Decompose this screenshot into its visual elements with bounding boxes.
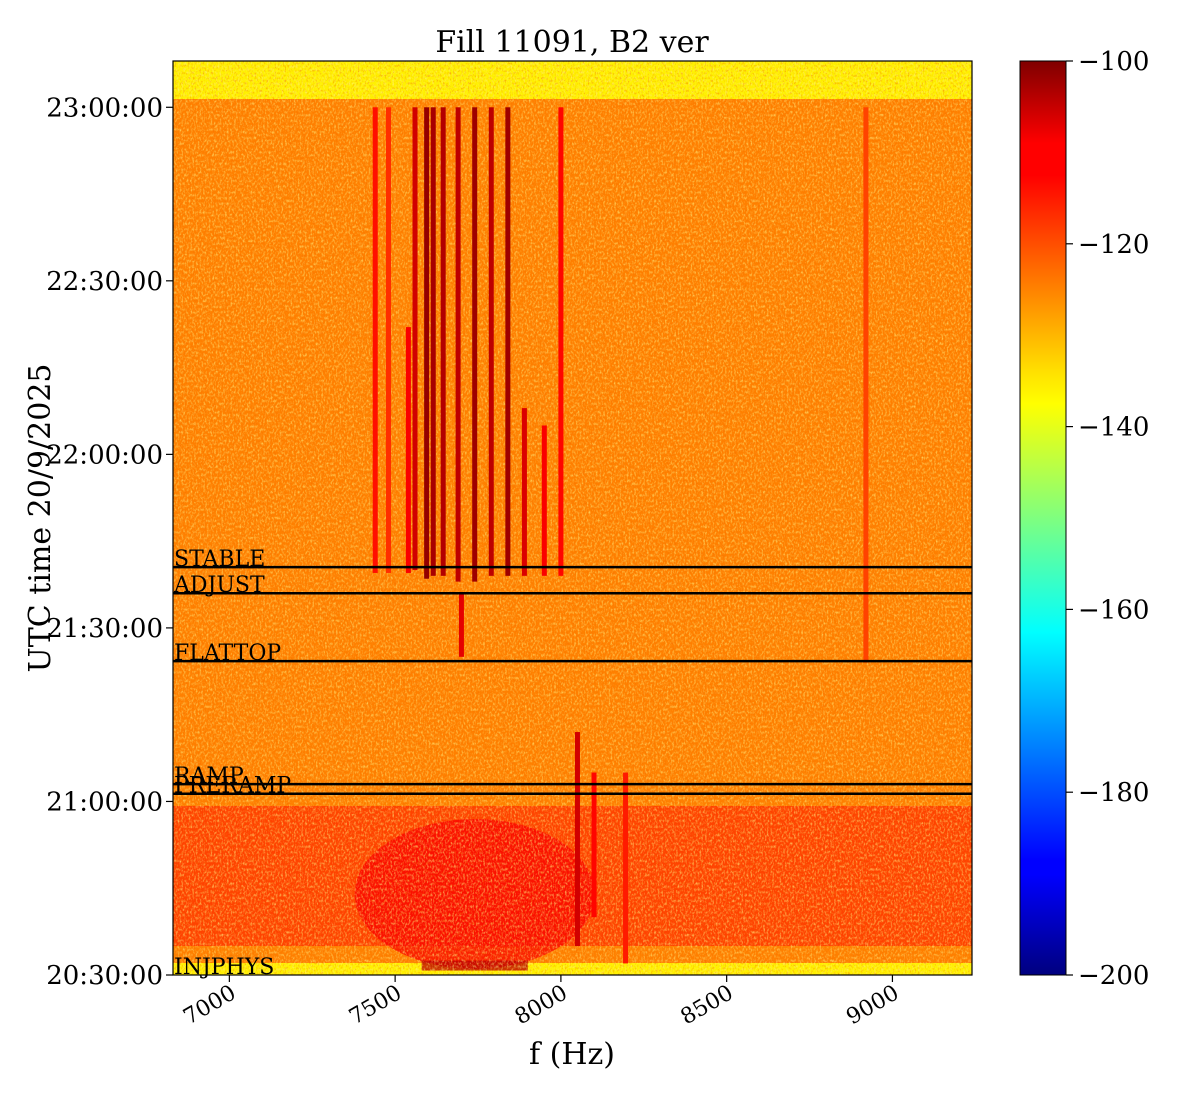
x-tick-label-0: 7000 (179, 981, 240, 1031)
spectral-lines (372, 107, 869, 964)
spectral-line-12 (521, 408, 527, 576)
spectral-line-0 (372, 107, 378, 573)
plot-frame (172, 60, 973, 976)
colorbar-tick-label-1: −120 (1078, 230, 1149, 260)
colorbar-tick-label-4: −180 (1078, 778, 1149, 808)
colorbar-tick-label-5: −200 (1078, 961, 1149, 991)
colorbar (1019, 60, 1067, 976)
colorbar-tick-label-0: −100 (1078, 47, 1149, 77)
colorbar-tick-label-2: −140 (1078, 413, 1149, 443)
x-axis: 7000 7500 8000 8500 9000 (179, 975, 903, 1030)
spectral-line-17 (623, 772, 629, 964)
plot-area (173, 61, 972, 975)
colorbar-tick-label-3: −160 (1078, 595, 1149, 625)
spectral-line-9 (472, 107, 478, 582)
y-tick-label-1: 21:00:00 (46, 787, 163, 817)
marker-label-stable: STABLE (174, 547, 265, 572)
y-tick-label-3: 22:00:00 (46, 440, 163, 470)
spectral-line-11 (505, 107, 511, 576)
chart-title: Fill 11091, B2 ver (435, 25, 709, 60)
marker-label-flattop: FLATTOP (174, 641, 281, 666)
y-tick-label-0: 20:30:00 (46, 961, 163, 991)
spectral-line-7 (455, 107, 461, 582)
spectral-line-14 (558, 107, 564, 576)
spectral-line-6 (440, 107, 446, 576)
x-axis-label: f (Hz) (529, 1037, 615, 1072)
spectral-line-10 (488, 107, 494, 576)
x-tick-label-4: 9000 (842, 981, 903, 1031)
marker-label-adjust: ADJUST (173, 573, 265, 598)
spectral-line-18 (863, 107, 869, 663)
spectral-line-4 (424, 107, 430, 579)
spectral-line-13 (541, 425, 547, 576)
marker-label-preramp: PRERAMP (174, 774, 291, 799)
y-tick-label-4: 22:30:00 (46, 267, 163, 297)
x-tick-label-1: 7500 (345, 981, 406, 1031)
y-axis: 20:30:00 21:00:00 21:30:00 22:00:00 22:30:00… (46, 93, 173, 991)
x-tick-label-2: 8000 (511, 981, 572, 1031)
spectral-line-3 (412, 107, 418, 571)
colorbar-ticks: −100 −120 −140 −160 −180 −200 (1066, 47, 1149, 991)
spectral-line-16 (591, 772, 597, 918)
marker-label-ramp: RAMP (174, 764, 244, 789)
y-tick-label-5: 23:00:00 (46, 93, 163, 123)
heatmap-speckle-red (173, 61, 972, 975)
y-axis-label: UTC time 20/9/2025 (23, 364, 58, 673)
spectral-line-1 (385, 107, 391, 573)
spectral-line-5 (430, 107, 436, 576)
marker-label-injphys: INJPHYS (174, 955, 274, 980)
x-tick-label-3: 8500 (677, 981, 738, 1031)
y-tick-label-2: 21:30:00 (46, 614, 163, 644)
spectral-line-8 (458, 593, 464, 657)
spectral-line-2 (405, 327, 411, 573)
spectral-line-15 (574, 732, 580, 947)
